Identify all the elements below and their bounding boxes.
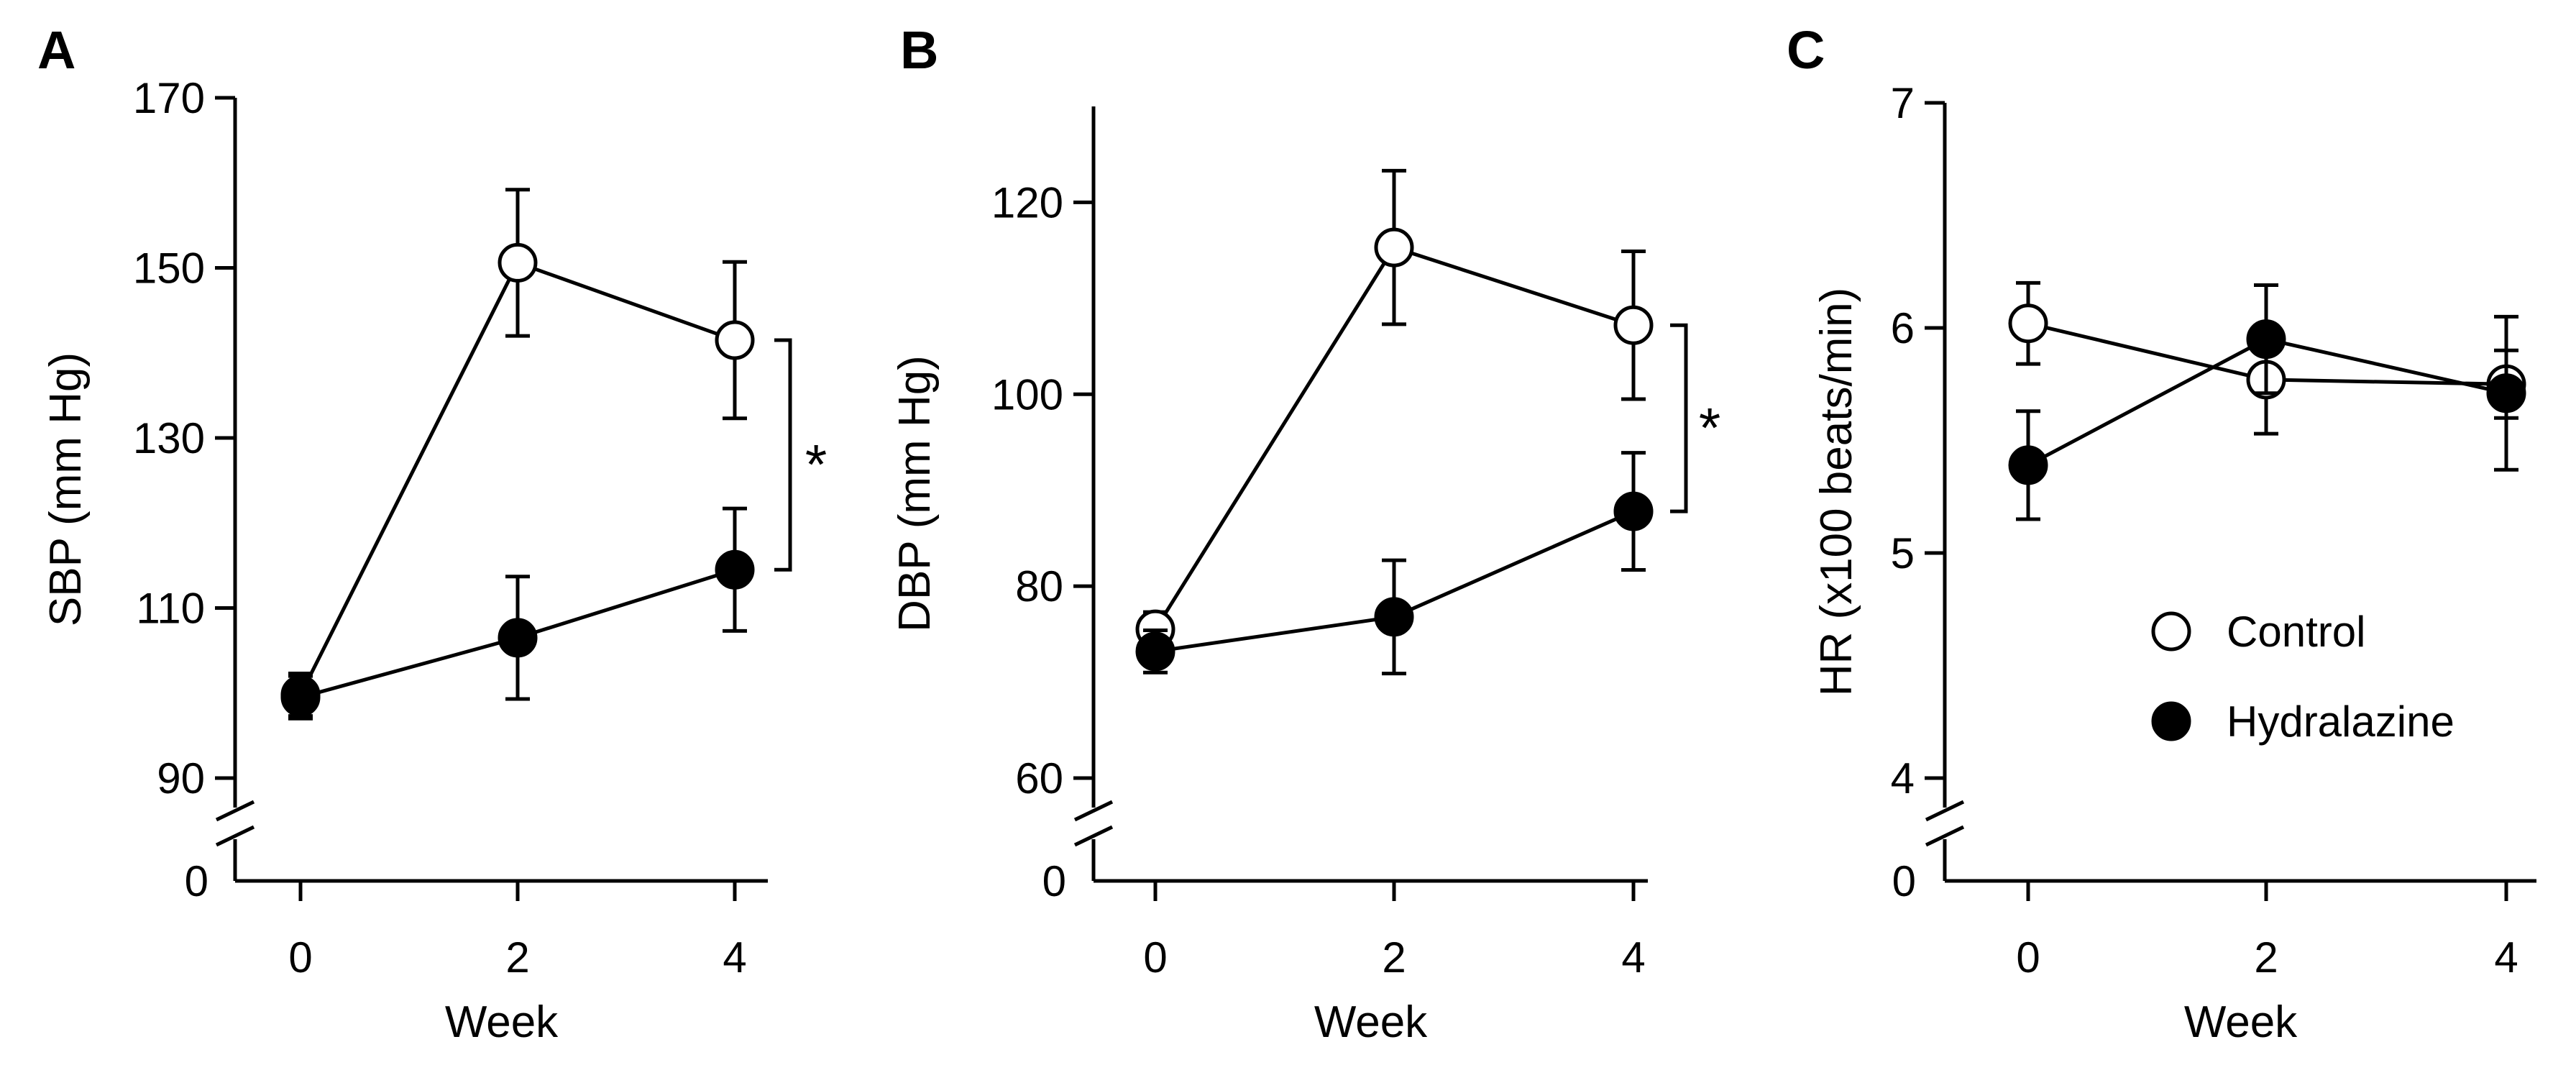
- y-tick-label: 90: [157, 754, 205, 803]
- data-point-hydralazine: [498, 618, 538, 658]
- data-point-control: [1613, 305, 1654, 345]
- x-tick-label: 0: [288, 933, 312, 982]
- legend-marker-hydralazine: [2151, 701, 2191, 741]
- panel-letter: B: [900, 20, 938, 80]
- panel-letter: A: [37, 20, 75, 80]
- x-tick-label: 0: [1143, 933, 1167, 982]
- axis-break-mark: [215, 800, 255, 822]
- significance-bracket: [774, 338, 792, 572]
- data-point-hydralazine: [1374, 597, 1414, 637]
- data-point-hydralazine: [280, 677, 321, 718]
- y-axis-title: HR (x100 beats/min): [1812, 288, 1861, 697]
- legend-label-hydralazine: Hydralazine: [2227, 698, 2454, 746]
- x-axis-title: Week: [1314, 997, 1428, 1047]
- significance-label: *: [805, 433, 827, 496]
- data-point-control: [715, 320, 755, 360]
- data-point-hydralazine: [715, 549, 755, 590]
- panel-a: A 90 110 130 150 170 0 0 2 4 Week SBP (mm Hg) *: [37, 20, 827, 1047]
- y-tick-label: 5: [1891, 529, 1915, 577]
- panel-b: B 60 80 100 120 0 0 2 4 Week DBP (mm Hg) *: [890, 20, 1720, 1047]
- axis-break-mark: [1925, 825, 1965, 847]
- y-axis-title: SBP (mm Hg): [41, 352, 91, 626]
- x-tick-label: 4: [723, 933, 746, 982]
- y-tick-label: 7: [1891, 79, 1915, 127]
- data-point-hydralazine: [1613, 491, 1654, 531]
- axis-break-mark: [215, 825, 255, 847]
- data-point-hydralazine: [2246, 319, 2286, 360]
- series-hydralazine: [2008, 283, 2526, 521]
- y-tick-label: 120: [991, 178, 1063, 227]
- panel-letter: C: [1787, 20, 1825, 80]
- axis-break-mark: [1073, 825, 1114, 847]
- x-tick-label: 4: [1621, 933, 1645, 982]
- y-tick-label: 80: [1015, 562, 1063, 611]
- data-point-hydralazine: [2486, 373, 2526, 413]
- y-tick-label: 60: [1015, 754, 1063, 803]
- y-axis-title: DBP (mm Hg): [890, 355, 940, 632]
- x-tick-label: 2: [2254, 933, 2278, 982]
- axis-break-mark: [1073, 800, 1114, 822]
- y-tick-label: 100: [991, 370, 1063, 419]
- y-tick-label: 170: [133, 74, 205, 122]
- data-point-hydralazine: [2008, 445, 2048, 485]
- y-tick-label-zero: 0: [1042, 857, 1066, 905]
- panel-c: C 4 5 6 7 0 0 2 4 Week HR (x100 beats/min) Control H…: [1787, 20, 2536, 1047]
- y-tick-label: 4: [1891, 754, 1915, 803]
- legend: Control Hydralazine: [2151, 608, 2454, 746]
- y-tick-label: 150: [133, 244, 205, 293]
- series-hydralazine: [1135, 451, 1654, 676]
- data-point-control: [498, 242, 538, 283]
- x-axis-title: Week: [2184, 997, 2298, 1047]
- x-tick-label: 2: [1382, 933, 1406, 982]
- y-tick-label: 130: [133, 414, 205, 462]
- y-tick-label: 6: [1891, 304, 1915, 352]
- significance-label: *: [1699, 396, 1720, 460]
- data-point-control: [2008, 303, 2048, 344]
- data-point-control: [1374, 227, 1414, 268]
- axis-break-mark: [1925, 800, 1965, 822]
- data-point-hydralazine: [1135, 631, 1175, 672]
- y-tick-label-zero: 0: [185, 857, 208, 905]
- x-tick-label: 2: [505, 933, 529, 982]
- x-tick-label: 4: [2494, 933, 2518, 982]
- x-axis-title: Week: [445, 997, 559, 1047]
- x-tick-label: 0: [2016, 933, 2040, 982]
- series-hydralazine: [280, 506, 755, 721]
- significance-bracket: [1670, 323, 1688, 513]
- y-tick-label-zero: 0: [1892, 857, 1916, 905]
- legend-marker-control: [2151, 611, 2191, 652]
- y-tick-label: 110: [136, 585, 205, 633]
- legend-label-control: Control: [2227, 608, 2365, 656]
